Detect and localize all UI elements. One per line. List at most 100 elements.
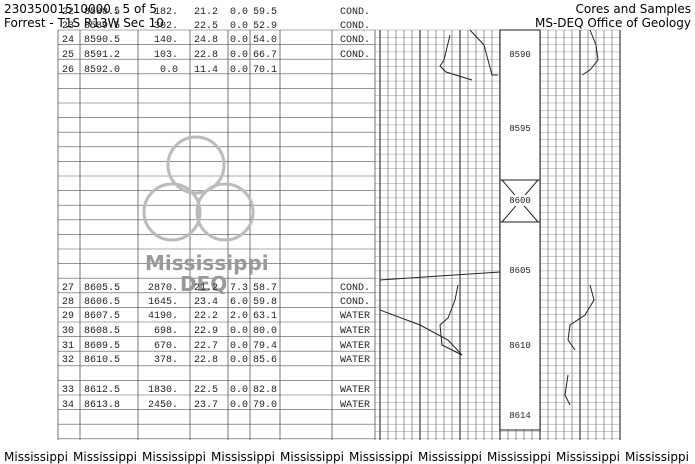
table-cell: 22.8	[194, 50, 218, 61]
table-cell: 8613.8	[84, 400, 120, 411]
table-cell: 31	[62, 341, 74, 352]
footer-text: Mississippi	[556, 450, 620, 464]
table-cell: 0.0	[230, 326, 248, 337]
table-cell: 0.0	[230, 65, 248, 76]
depth-label: 8590	[509, 50, 531, 60]
table-cell: 4190.	[148, 311, 178, 322]
table-cell: 80.0	[253, 326, 277, 337]
depth-label-bg	[506, 340, 534, 351]
table-cell: 1830.	[148, 385, 178, 396]
table-cell: WATER	[340, 400, 370, 411]
table-cell: WATER	[340, 311, 370, 322]
table-cell: COND.	[340, 297, 370, 308]
table-cell: 22.8	[194, 355, 218, 366]
table-cell: COND.	[340, 35, 370, 46]
table-cell: 22.9	[194, 326, 218, 337]
table-cell: 1645.	[148, 297, 178, 308]
table-cell: 32	[62, 355, 74, 366]
table-cell: 103.	[154, 50, 178, 61]
table-cell: 8605.5	[84, 283, 120, 294]
table-cell: 8588.5	[84, 7, 120, 18]
table-cell: 66.7	[253, 50, 277, 61]
table-cell: 70.1	[253, 65, 277, 76]
table-cell: 140.	[154, 35, 178, 46]
table-cell: 59.8	[253, 297, 277, 308]
table-cell: 24	[62, 35, 74, 46]
table-cell: 52.9	[253, 21, 277, 32]
table-cell: 22	[62, 7, 74, 18]
table-cell: 21.2	[194, 7, 218, 18]
table-cell: 24.8	[194, 35, 218, 46]
depth-label-bg	[506, 49, 534, 60]
table-cell: 378.	[154, 355, 178, 366]
table-cell: COND.	[340, 7, 370, 18]
table-cell: 8591.2	[84, 50, 120, 61]
footer-text: Mississippi	[73, 450, 137, 464]
header-right: Cores and Samples	[576, 2, 691, 16]
watermark-text: DEQ	[180, 272, 227, 296]
table-cell: COND.	[340, 50, 370, 61]
table-cell: 0.0	[230, 35, 248, 46]
table-cell: WATER	[340, 341, 370, 352]
table-cell: 0.0	[230, 385, 248, 396]
table-cell: 22.7	[194, 341, 218, 352]
depth-label-bg	[506, 195, 534, 206]
watermark-logo	[142, 135, 255, 242]
depth-label-bg	[506, 123, 534, 134]
table-cell: 2450.	[148, 400, 178, 411]
table-cell: COND.	[340, 283, 370, 294]
table-cell: 30	[62, 326, 74, 337]
table-cell: 698.	[154, 326, 178, 337]
log-grid	[57, 29, 621, 440]
log-curves	[379, 29, 599, 406]
table-cell: 0.0	[230, 341, 248, 352]
table-cell: 34	[62, 400, 74, 411]
table-cell: 8590.5	[84, 35, 120, 46]
table-cell: 82.8	[253, 385, 277, 396]
depth-label: 8605	[509, 266, 531, 276]
footer-text: Mississippi	[625, 450, 689, 464]
table-cell: 27	[62, 283, 74, 294]
table-cell: 0.0	[230, 50, 248, 61]
table-cell: 8612.5	[84, 385, 120, 396]
watermark-text: Mississippi	[145, 251, 269, 275]
table-cell: 0.0	[230, 355, 248, 366]
table-cell: WATER	[340, 326, 370, 337]
footer-text: Mississippi	[142, 450, 206, 464]
header-left: 23035001510000 : 5 of 5	[4, 2, 157, 16]
table-cell: 23.4	[194, 297, 218, 308]
table-cell: 7.3	[230, 283, 248, 294]
footer-text: Mississippi	[487, 450, 551, 464]
table-cell: 8609.5	[84, 341, 120, 352]
table-cell: 79.4	[253, 341, 277, 352]
table-cell: 59.5	[253, 7, 277, 18]
table-cell: WATER	[340, 385, 370, 396]
table-cell: 2.0	[230, 311, 248, 322]
table-cell: 0.0	[230, 7, 248, 18]
table-cell: 22.5	[194, 385, 218, 396]
table-cell: 54.0	[253, 35, 277, 46]
table-cell: 0.0	[160, 65, 178, 76]
table-cell: 8610.5	[84, 355, 120, 366]
table-cell: 0.0	[230, 21, 248, 32]
table-cell: 85.6	[253, 355, 277, 366]
footer-text: Mississippi	[418, 450, 482, 464]
table-cell: 21.2	[194, 283, 218, 294]
table-cell: 25	[62, 50, 74, 61]
table-cell: 0.0	[230, 400, 248, 411]
table-cell: 182.	[154, 7, 178, 18]
header-left: Forrest - T1S R13W Sec 10	[4, 16, 164, 30]
table-cell: 302.	[154, 21, 178, 32]
table-cell: 8592.0	[84, 65, 120, 76]
table-cell: 33	[62, 385, 74, 396]
footer-text: Mississippi	[280, 450, 344, 464]
depth-label: 8610	[509, 341, 531, 351]
table-cell: 8589.5	[84, 21, 120, 32]
table-cell: 23.7	[194, 400, 218, 411]
table-cell: 8606.5	[84, 297, 120, 308]
table-cell: 22.5	[194, 21, 218, 32]
table-cell: 26	[62, 65, 74, 76]
footer-text: Mississippi	[211, 450, 275, 464]
